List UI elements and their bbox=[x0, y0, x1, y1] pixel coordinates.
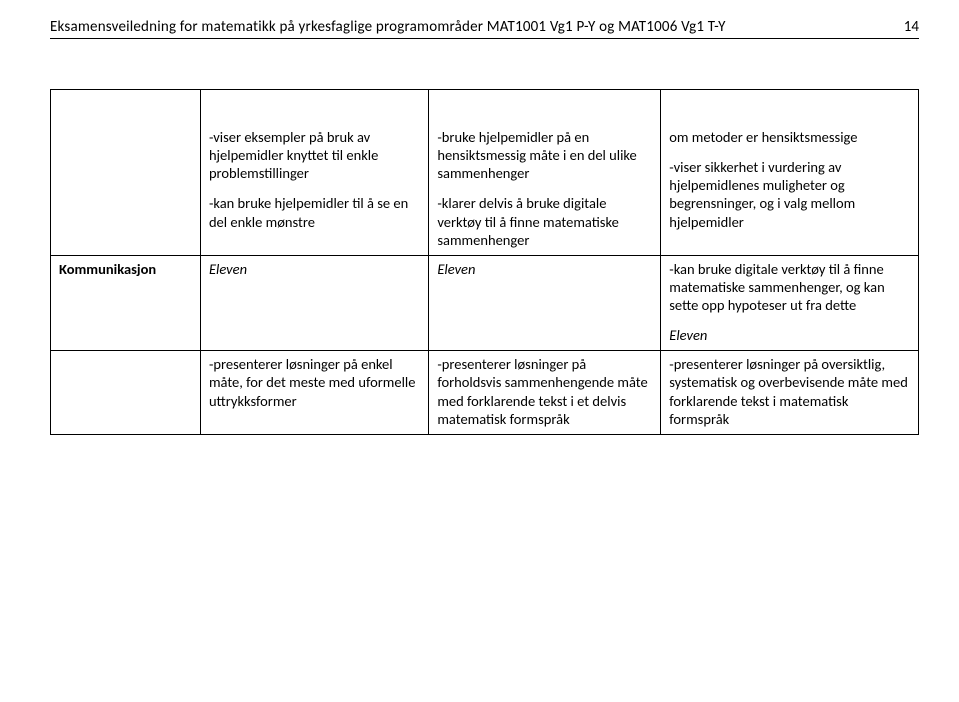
cell-present-a: -presenterer løsninger på enkel måte, fo… bbox=[200, 351, 428, 435]
cell-text: -kan bruke hjelpemidler til å se en del … bbox=[209, 194, 420, 230]
cell-text: -presenterer løsninger på forholdsvis sa… bbox=[437, 355, 652, 428]
eleven-label: Eleven bbox=[437, 260, 475, 278]
competence-table: -viser eksempler på bruk av hjelpemidler… bbox=[50, 89, 919, 435]
cell-text: -bruke hjelpemidler på en hensiktsmessig… bbox=[437, 128, 652, 182]
table-row: Kommunikasjon Eleven Eleven -kan bruke d… bbox=[51, 255, 919, 351]
cell-level-high: om metoder er hensiktsmessige -viser sik… bbox=[661, 90, 919, 256]
eleven-label: Eleven bbox=[209, 260, 247, 278]
cell-eleven-c: -kan bruke digitale verktøy til å finne … bbox=[661, 255, 919, 351]
cell-text: om metoder er hensiktsmessige bbox=[669, 128, 910, 146]
cell-eleven-b: Eleven bbox=[429, 255, 661, 351]
table-row: -viser eksempler på bruk av hjelpemidler… bbox=[51, 90, 919, 256]
page-number: 14 bbox=[904, 18, 919, 36]
cell-level-mid: -bruke hjelpemidler på en hensiktsmessig… bbox=[429, 90, 661, 256]
cell-present-c: -presenterer løsninger på oversiktlig, s… bbox=[661, 351, 919, 435]
row-head-empty bbox=[51, 351, 201, 435]
cell-present-b: -presenterer løsninger på forholdsvis sa… bbox=[429, 351, 661, 435]
page-header: Eksamensveiledning for matematikk på yrk… bbox=[50, 18, 919, 39]
cell-eleven-a: Eleven bbox=[200, 255, 428, 351]
cell-text: -viser sikkerhet i vurdering av hjelpemi… bbox=[669, 158, 910, 231]
row-head-communication: Kommunikasjon bbox=[51, 255, 201, 351]
row-head-empty bbox=[51, 90, 201, 256]
cell-text: -viser eksempler på bruk av hjelpemidler… bbox=[209, 128, 420, 182]
cell-text: -presenterer løsninger på oversiktlig, s… bbox=[669, 355, 910, 428]
table-row: -presenterer løsninger på enkel måte, fo… bbox=[51, 351, 919, 435]
cell-text: -klarer delvis å bruke digitale verktøy … bbox=[437, 194, 652, 248]
cell-level-low: -viser eksempler på bruk av hjelpemidler… bbox=[200, 90, 428, 256]
header-title: Eksamensveiledning for matematikk på yrk… bbox=[50, 18, 726, 36]
cell-text: -presenterer løsninger på enkel måte, fo… bbox=[209, 355, 420, 409]
eleven-label: Eleven bbox=[669, 326, 707, 344]
cell-text: -kan bruke digitale verktøy til å finne … bbox=[669, 260, 910, 314]
